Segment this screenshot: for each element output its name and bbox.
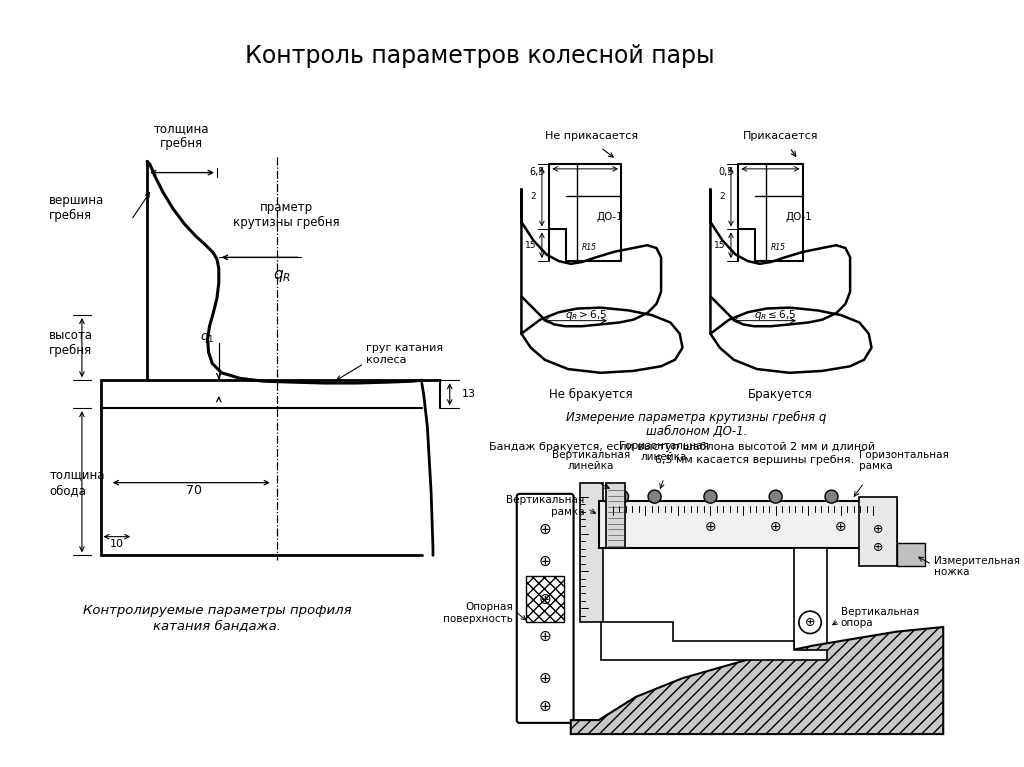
Text: Вертикальная
рамка: Вертикальная рамка bbox=[507, 495, 585, 517]
Text: ДО-1: ДО-1 bbox=[597, 212, 624, 222]
Text: ⊕: ⊕ bbox=[872, 542, 884, 555]
Text: ⊕: ⊕ bbox=[539, 555, 551, 569]
Text: ⊕: ⊕ bbox=[835, 520, 847, 535]
Text: Прикасается: Прикасается bbox=[742, 131, 818, 141]
Text: Измерение параметра крутизны гребня q: Измерение параметра крутизны гребня q bbox=[566, 411, 826, 424]
Text: 10: 10 bbox=[110, 539, 123, 549]
Bar bbox=[599, 502, 897, 548]
Circle shape bbox=[799, 611, 821, 634]
Text: ⊕: ⊕ bbox=[770, 520, 781, 535]
Text: Вертикальная
опора: Вертикальная опора bbox=[841, 607, 920, 628]
Text: 2: 2 bbox=[720, 193, 725, 201]
Text: Контроль параметров колесной пары: Контроль параметров колесной пары bbox=[245, 44, 715, 68]
Bar bbox=[795, 548, 826, 660]
Text: Не бракуется: Не бракуется bbox=[550, 387, 633, 400]
Text: Контролируемые параметры профиля
катания бандажа.: Контролируемые параметры профиля катания… bbox=[83, 604, 351, 632]
Bar bbox=[606, 482, 625, 548]
Text: 6,5 мм касается вершины гребня.: 6,5 мм касается вершины гребня. bbox=[654, 456, 854, 466]
Text: Бракуется: Бракуется bbox=[748, 387, 813, 400]
Text: груг катания: груг катания bbox=[366, 343, 443, 353]
Text: 6,5: 6,5 bbox=[529, 166, 545, 176]
Circle shape bbox=[769, 490, 782, 503]
Text: ⊕: ⊕ bbox=[539, 629, 551, 644]
Text: ⊕: ⊕ bbox=[539, 699, 551, 713]
Text: ⊕: ⊕ bbox=[805, 616, 815, 629]
Text: вершина
гребня: вершина гребня bbox=[49, 194, 104, 222]
Text: 15: 15 bbox=[525, 241, 537, 250]
Text: $q_R$: $q_R$ bbox=[273, 268, 291, 284]
Text: Бандаж бракуется, если выступ шаблона высотой 2 мм и длиной: Бандаж бракуется, если выступ шаблона вы… bbox=[489, 443, 876, 453]
Text: 15: 15 bbox=[714, 241, 725, 250]
Polygon shape bbox=[570, 627, 943, 734]
Text: толщина
обода: толщина обода bbox=[49, 469, 104, 497]
Text: 0,5: 0,5 bbox=[718, 166, 734, 176]
Circle shape bbox=[648, 490, 662, 503]
Text: ⊕: ⊕ bbox=[705, 520, 716, 535]
Text: ⊕: ⊕ bbox=[539, 522, 551, 537]
Bar bbox=[897, 543, 925, 567]
Text: праметр
крутизны гребня: праметр крутизны гребня bbox=[233, 201, 340, 229]
Text: $q_R>6{,}5$: $q_R>6{,}5$ bbox=[565, 308, 608, 322]
Polygon shape bbox=[600, 622, 826, 660]
Text: ⊕: ⊕ bbox=[539, 591, 551, 607]
Text: колеса: колеса bbox=[366, 355, 407, 365]
Text: 70: 70 bbox=[185, 484, 202, 496]
Text: Измерительная
ножка: Измерительная ножка bbox=[934, 555, 1020, 578]
Text: $q_1$: $q_1$ bbox=[201, 331, 215, 345]
Text: шаблоном ДО-1.: шаблоном ДО-1. bbox=[646, 425, 748, 438]
Text: Вертикальная
линейка: Вертикальная линейка bbox=[552, 450, 631, 472]
Circle shape bbox=[825, 490, 838, 503]
Text: R15: R15 bbox=[771, 242, 786, 252]
Text: ⊕: ⊕ bbox=[539, 670, 551, 686]
Text: R15: R15 bbox=[582, 242, 597, 252]
Text: Горизонтальная
рамка: Горизонтальная рамка bbox=[859, 450, 949, 472]
Text: Горизонтальная
линейка: Горизонтальная линейка bbox=[618, 440, 709, 463]
Bar bbox=[859, 497, 897, 567]
Text: Не прикасается: Не прикасается bbox=[545, 131, 638, 141]
Bar bbox=[580, 482, 603, 622]
Text: высота
гребня: высота гребня bbox=[49, 329, 93, 357]
Polygon shape bbox=[526, 576, 564, 622]
Text: толщина
гребня: толщина гребня bbox=[154, 122, 209, 150]
Text: Опорная
поверхность: Опорная поверхность bbox=[443, 602, 513, 624]
Text: ⊕: ⊕ bbox=[872, 523, 884, 535]
Text: 13: 13 bbox=[462, 389, 476, 399]
Circle shape bbox=[615, 490, 629, 503]
Text: $q_R\leq6{,}5$: $q_R\leq6{,}5$ bbox=[755, 308, 797, 322]
Text: 2: 2 bbox=[530, 193, 537, 201]
Circle shape bbox=[703, 490, 717, 503]
Text: ДО-1: ДО-1 bbox=[785, 212, 812, 222]
FancyBboxPatch shape bbox=[517, 494, 573, 723]
